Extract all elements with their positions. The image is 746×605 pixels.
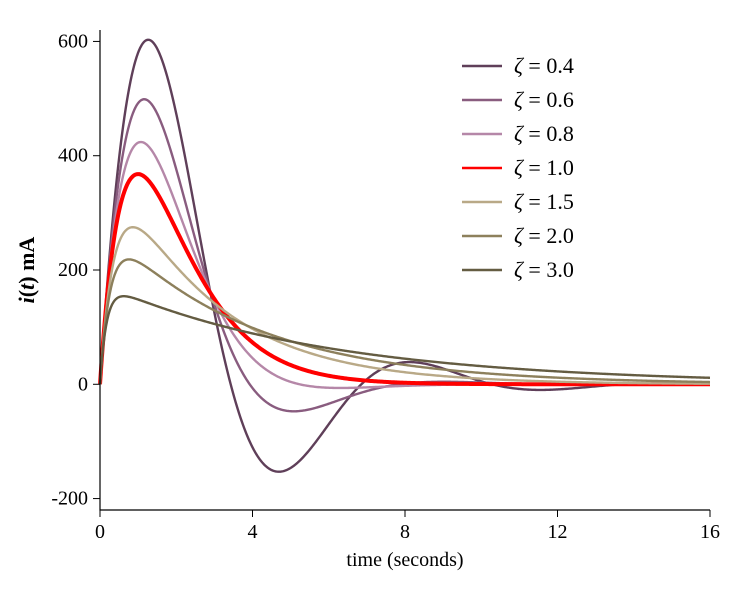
x-tick-label: 8	[400, 521, 410, 543]
legend-label: ζ = 1.5	[514, 189, 574, 214]
x-tick-label: 16	[700, 521, 720, 543]
x-tick-label: 4	[248, 521, 258, 543]
series-zeta-1	[100, 174, 710, 384]
x-axis-label: time (seconds)	[346, 549, 463, 571]
axes	[100, 30, 710, 510]
x-tick-label: 12	[548, 521, 568, 543]
series-zeta-3	[100, 296, 710, 384]
legend-label: ζ = 3.0	[514, 257, 574, 282]
y-tick-label: -200	[51, 488, 88, 510]
y-tick-label: 0	[78, 373, 88, 395]
damped-response-chart: 0 4 8 12 16 -200 0 200 400 600 time (seconds) i(t) …	[0, 0, 746, 600]
legend-label: ζ = 0.4	[514, 53, 574, 78]
legend-label: ζ = 0.8	[514, 121, 574, 146]
series-zeta-1p5	[100, 227, 710, 384]
y-axis-label: i(t) mA	[14, 237, 39, 304]
legend-label: ζ = 2.0	[514, 223, 574, 248]
legend-label: ζ = 1.0	[514, 155, 574, 180]
series-zeta-2	[100, 259, 710, 384]
y-tick-label: 400	[58, 145, 88, 167]
y-tick-label: 600	[58, 30, 88, 52]
series-zeta-0p8	[100, 142, 710, 388]
y-tick-label: 200	[58, 259, 88, 281]
chart-svg: 0 4 8 12 16 -200 0 200 400 600 time (seconds) i(t) …	[0, 0, 746, 600]
x-tick-label: 0	[95, 521, 105, 543]
legend-label: ζ = 0.6	[514, 87, 574, 112]
